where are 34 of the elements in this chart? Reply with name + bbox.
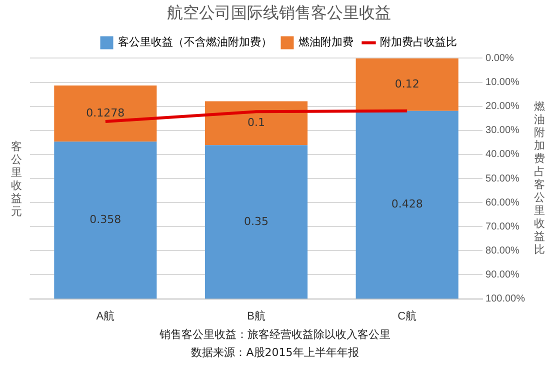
y-axis-title: 客公里收益元	[10, 140, 23, 218]
x-tick-label: A航	[96, 309, 115, 322]
y2-tick-label: 50.00%	[486, 173, 520, 184]
data-label: 0.12	[394, 77, 420, 90]
y2-tick-label: 80.00%	[486, 245, 520, 256]
y2-tick-label: 40.00%	[486, 149, 520, 160]
y2-tick-label: 70.00%	[486, 221, 520, 232]
bar	[54, 142, 157, 299]
text: 销售客公里收益：旅客经营收益除以收入客公里	[158, 327, 392, 343]
bar	[204, 101, 308, 146]
y2-tick-label: 0.00%	[486, 52, 514, 64]
bar	[356, 110, 458, 299]
data-label: 0.358	[90, 213, 122, 226]
data-label: 0.1	[248, 116, 266, 130]
data-label: 0.1278	[86, 106, 125, 120]
y2-tick-label: 10.00%	[486, 77, 520, 88]
y2-tick-label: 100.00%	[486, 294, 526, 305]
y2-tick-label: 60.00%	[486, 197, 520, 208]
data-label: 0.35	[244, 214, 269, 228]
source-note: 数据来源：A股2015年上半年年报	[190, 345, 360, 361]
legend-label: 燃油附加费	[298, 36, 354, 49]
y2-tick-label: 90.00%	[486, 269, 520, 280]
x-tick-label: B航	[247, 309, 266, 322]
bar	[54, 86, 157, 142]
bar	[356, 58, 458, 111]
legend-label: 客公里收益（不含燃油附加费）	[118, 36, 272, 49]
text: 燃油附加费占客公里收益比	[534, 100, 545, 256]
chart-title: 航空公司国际线销售客公里收益	[167, 2, 391, 22]
x-tick-label: C航	[398, 309, 417, 322]
data-label: 0.428	[391, 198, 423, 211]
legend-label: 附加费占收益比	[380, 36, 457, 49]
bar	[204, 145, 308, 299]
y2-tick-label: 20.00%	[486, 101, 520, 112]
y2-tick-label: 30.00%	[486, 125, 520, 136]
